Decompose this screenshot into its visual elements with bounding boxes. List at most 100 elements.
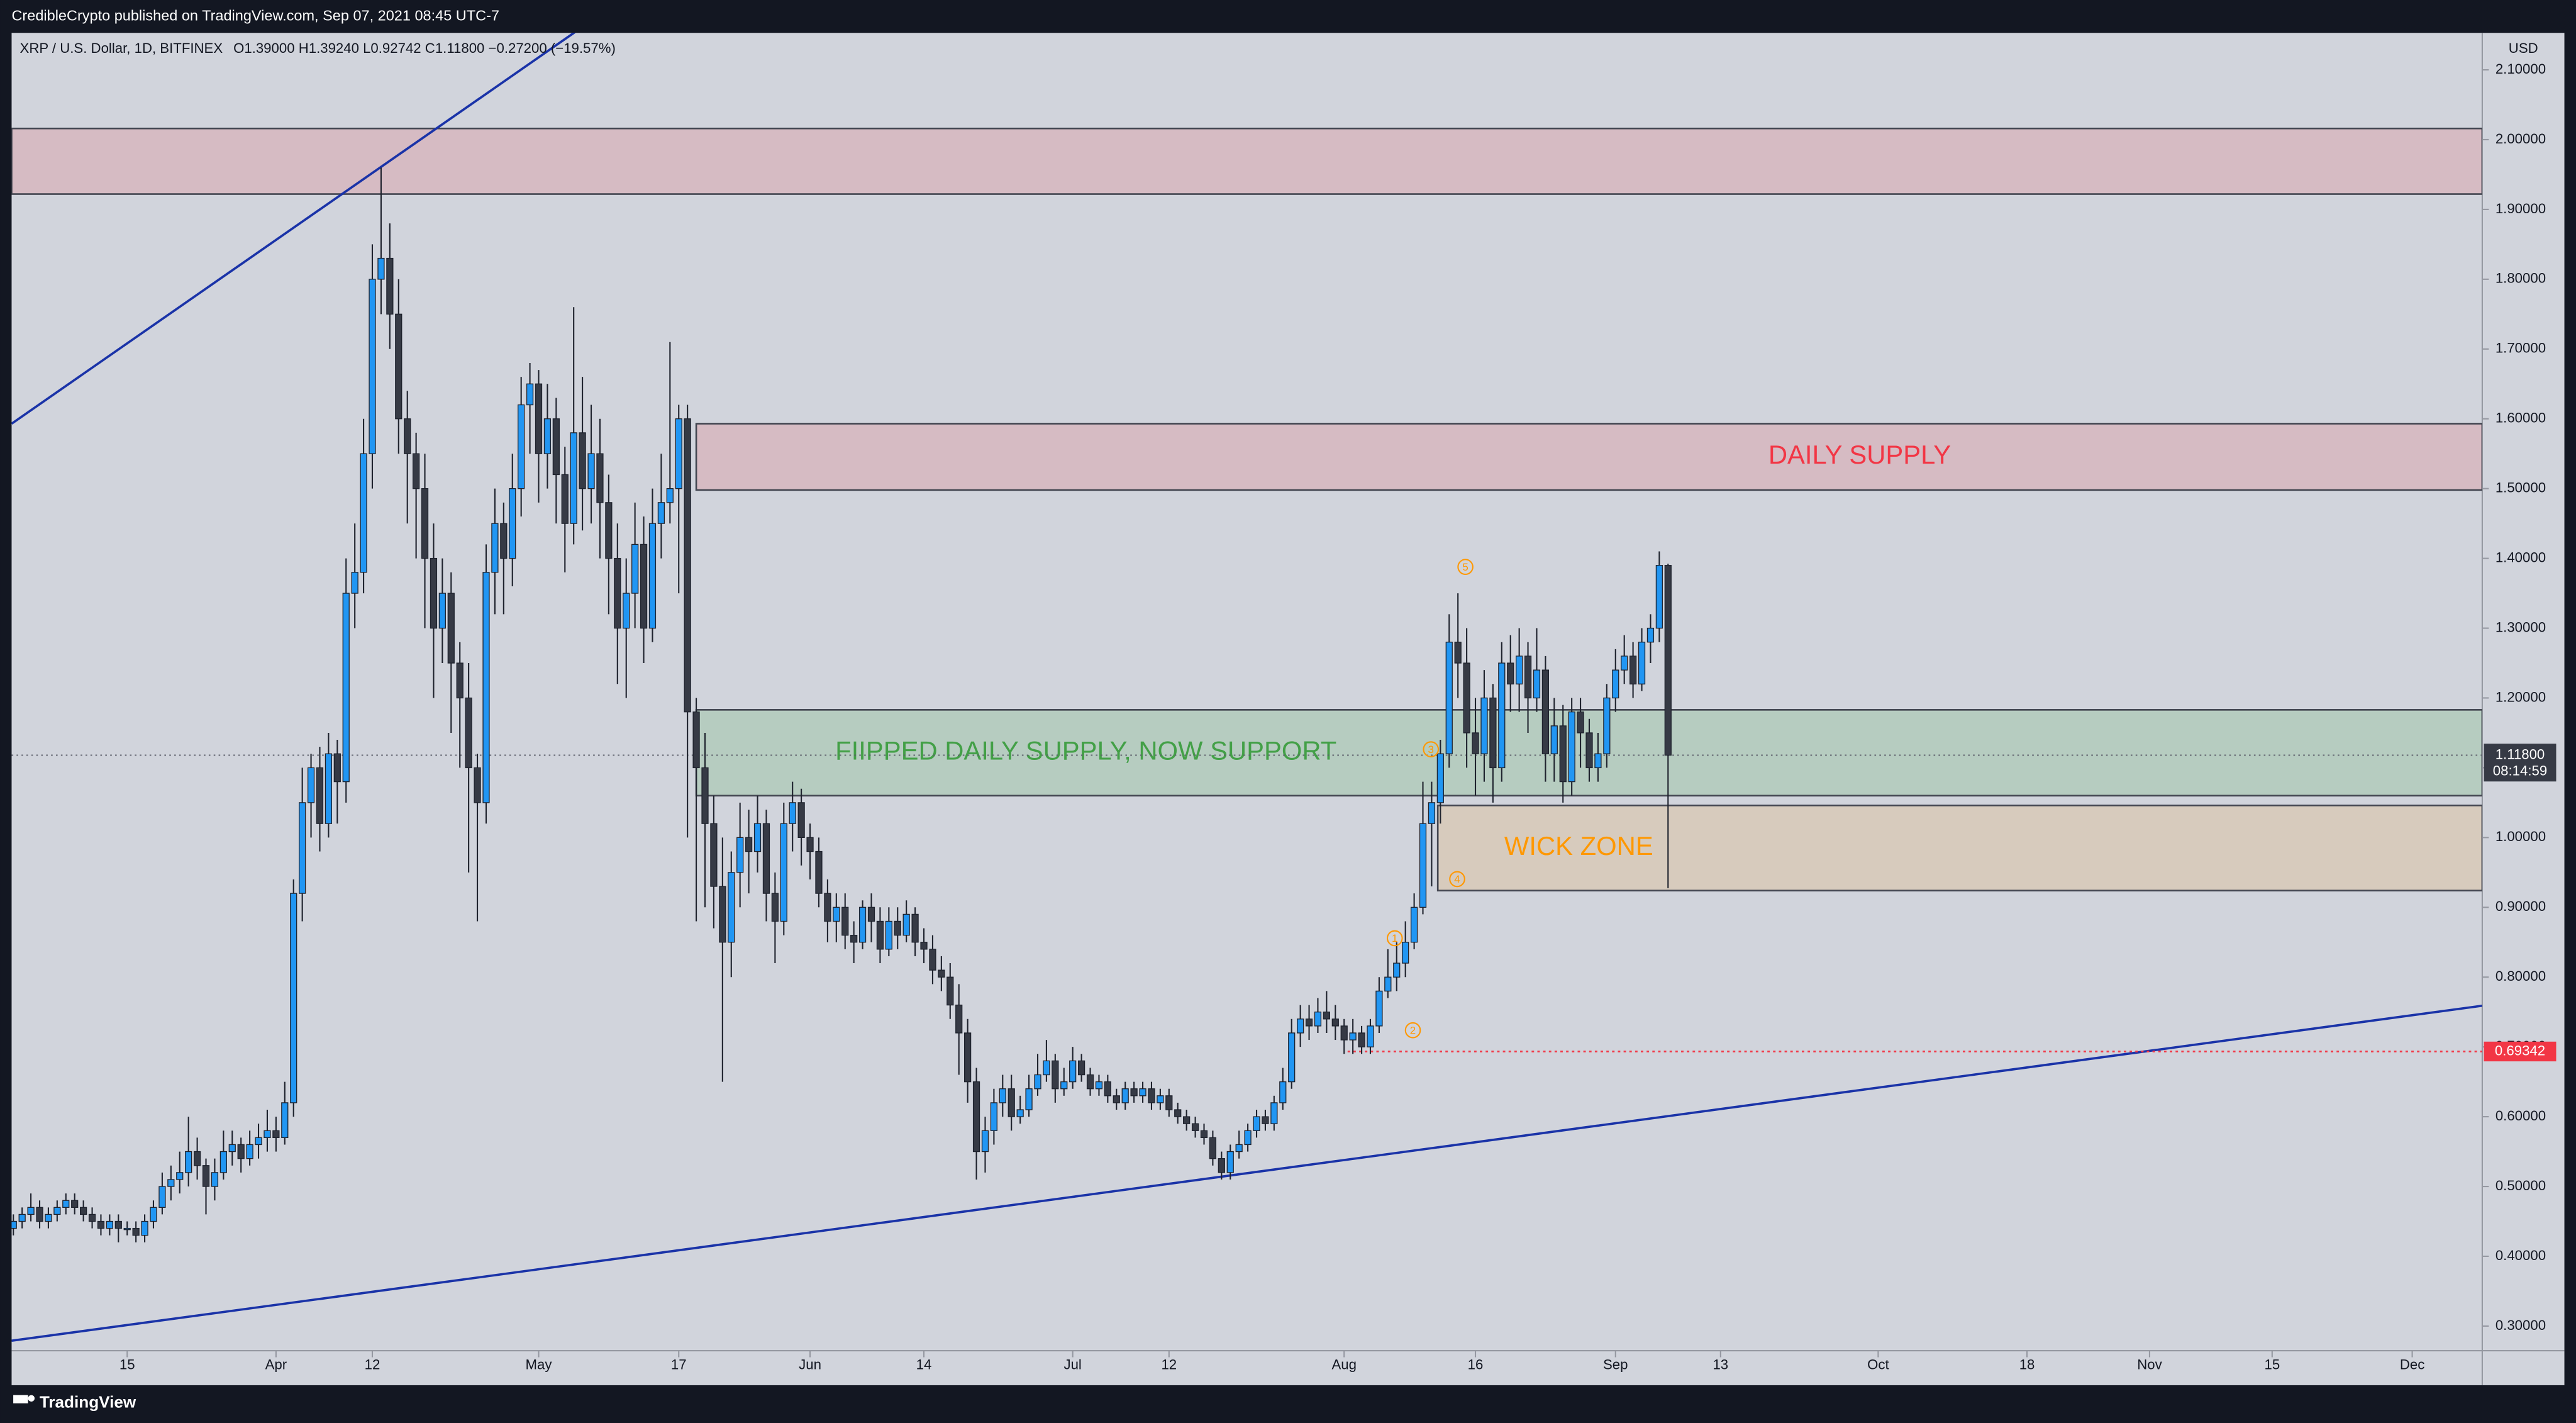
y-tick-label: 0.30000	[2496, 1317, 2546, 1333]
candle-body	[806, 837, 814, 852]
candle-body	[1472, 732, 1479, 754]
candle-body	[412, 453, 420, 489]
level-price-label: 0.69342	[2495, 1042, 2545, 1058]
candle-body	[1419, 823, 1427, 908]
candle-body	[360, 453, 367, 573]
candle-body	[1533, 669, 1541, 699]
candle-body	[885, 920, 892, 950]
candle-body	[482, 572, 490, 803]
candle-body	[202, 1165, 210, 1187]
candle-body	[938, 969, 945, 978]
candle-body	[246, 1144, 253, 1159]
candle-body	[1165, 1095, 1173, 1110]
y-tick-label: 1.50000	[2496, 480, 2546, 496]
y-tick-label: 1.40000	[2496, 549, 2546, 565]
wave-label: 3	[1428, 744, 1434, 756]
wave-label: 2	[1410, 1025, 1416, 1037]
y-tick-label: 1.90000	[2496, 201, 2546, 216]
candle-body	[1209, 1137, 1217, 1159]
candle-body	[465, 697, 472, 769]
y-tick-label: 0.80000	[2496, 968, 2546, 984]
candle-body	[1402, 942, 1409, 964]
candle-body	[1480, 697, 1488, 754]
candle-body	[518, 404, 525, 489]
candle-body	[1410, 907, 1418, 943]
candle-body	[1297, 1018, 1304, 1034]
x-tick-label: 12	[1161, 1356, 1177, 1372]
candle-body	[141, 1220, 148, 1236]
candle-body	[1436, 753, 1444, 803]
candle-body	[1655, 565, 1663, 629]
wave-label: 5	[1462, 561, 1468, 573]
candle-body	[132, 1227, 140, 1236]
candle-body	[797, 802, 805, 839]
zone-label: DAILY SUPPLY	[1768, 440, 1951, 469]
candle-body	[867, 907, 875, 922]
candle-body	[1367, 1025, 1374, 1047]
candle-body	[850, 935, 858, 943]
candle-body	[1559, 725, 1567, 783]
candle-body	[1349, 1032, 1357, 1041]
candle-body	[71, 1200, 79, 1208]
candle-body	[430, 557, 438, 629]
candle-body	[299, 802, 306, 894]
symbol-title: XRP / U.S. Dollar, 1D, BITFINEX	[20, 40, 223, 56]
zone	[11, 127, 2482, 195]
candle-body	[1664, 565, 1672, 756]
candle-body	[1375, 990, 1383, 1027]
candle-body	[648, 523, 657, 629]
candle-body	[894, 920, 901, 936]
candle-body	[1016, 1109, 1024, 1117]
candle-body	[316, 767, 324, 824]
brand: TradingView	[40, 1393, 136, 1412]
candle-body	[158, 1186, 166, 1208]
wave-circle	[1404, 1022, 1421, 1039]
candle-body	[272, 1130, 280, 1139]
y-tick-label: 1.60000	[2496, 410, 2546, 426]
candle-body	[1034, 1074, 1041, 1090]
candle-body	[543, 418, 552, 454]
candle-body	[1130, 1088, 1138, 1097]
candle-body	[1384, 976, 1392, 992]
candle-body	[167, 1179, 175, 1187]
candle-body	[333, 753, 341, 783]
candle-body	[789, 802, 796, 824]
candle-body	[964, 1032, 972, 1083]
x-tick-label: Jul	[1063, 1356, 1081, 1372]
x-tick-label: 16	[1468, 1356, 1484, 1372]
candle-body	[1463, 662, 1470, 734]
candle-body	[219, 1151, 227, 1173]
candle-body	[404, 418, 411, 454]
candle-body	[701, 767, 709, 824]
candle-body	[351, 572, 358, 594]
candle-body	[1585, 732, 1593, 769]
candle-body	[1060, 1081, 1068, 1090]
candle-body	[666, 488, 674, 503]
x-tick-label: Nov	[2137, 1356, 2162, 1372]
wave-label: 4	[1454, 873, 1460, 885]
trendline	[11, 33, 576, 425]
candle-body	[771, 893, 779, 922]
candle-body	[491, 523, 499, 573]
candle-body	[710, 823, 718, 887]
candle-body	[1358, 1032, 1365, 1047]
level-price-box	[2484, 1041, 2557, 1062]
y-tick-label: 0.90000	[2496, 898, 2546, 914]
y-tick-label: 0.50000	[2496, 1178, 2546, 1193]
x-tick-label: Oct	[1867, 1356, 1889, 1372]
candle-body	[902, 913, 910, 936]
candle-body	[377, 257, 385, 280]
candle-body	[535, 383, 543, 454]
candle-body	[1226, 1151, 1234, 1173]
x-tick-label: Apr	[265, 1356, 287, 1372]
candle-body	[1323, 1012, 1330, 1020]
y-tick-label: 1.00000	[2496, 829, 2546, 844]
candle-body	[833, 907, 840, 922]
plot: DAILY SUPPLY FIIPPED DAILY SUPPLY, NOW SU…	[11, 33, 2482, 1342]
candle-body	[27, 1207, 35, 1215]
x-tick-label: Aug	[1331, 1356, 1356, 1372]
candle-body	[876, 920, 884, 950]
candle-body	[762, 823, 770, 894]
candle-body	[1428, 802, 1436, 824]
x-tick-label: Sep	[1603, 1356, 1628, 1372]
